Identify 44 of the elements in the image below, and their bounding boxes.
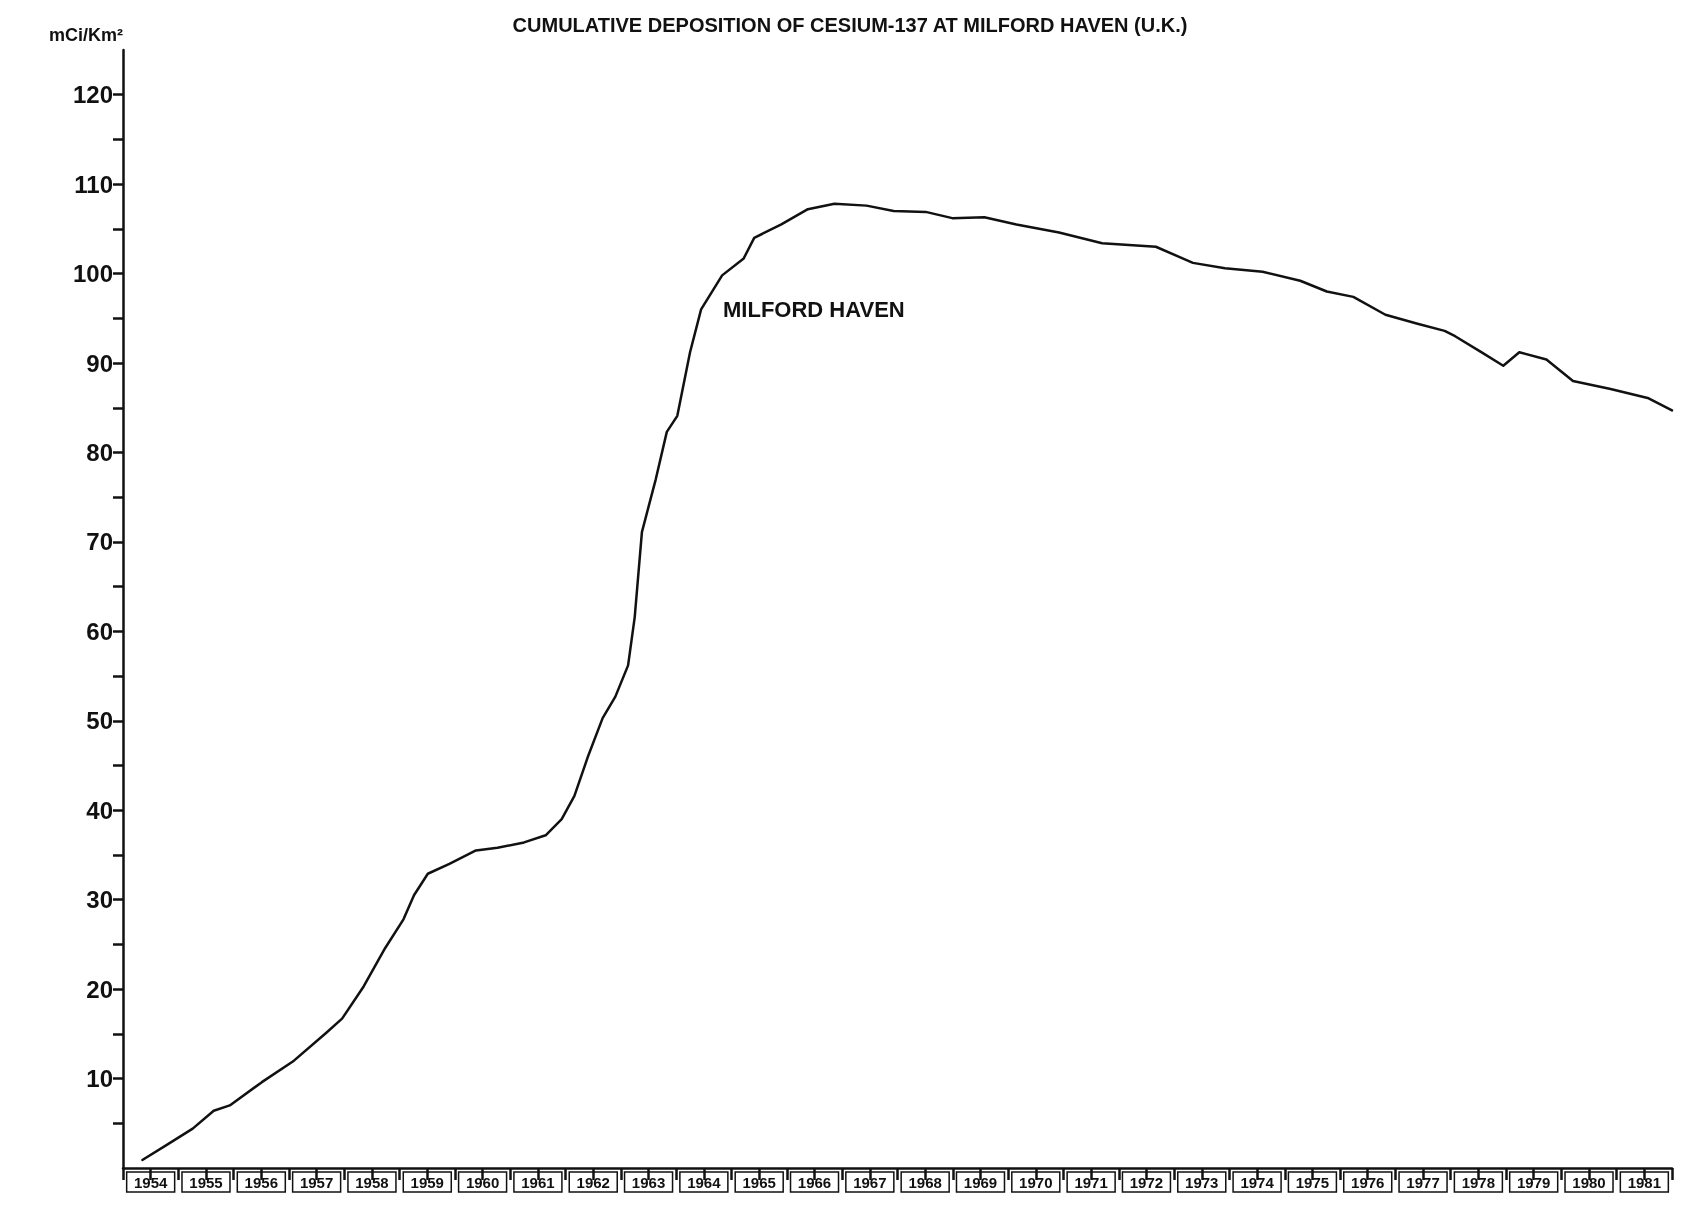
x-tick-label: 1962 — [576, 1174, 610, 1191]
x-tick-label: 1972 — [1129, 1174, 1164, 1191]
x-tick-label: 1964 — [687, 1174, 722, 1191]
x-tick-label: 1980 — [1572, 1174, 1606, 1191]
x-tick-label: 1955 — [189, 1174, 223, 1191]
y-tick-label: 120 — [72, 81, 113, 109]
x-tick-label: 1956 — [244, 1174, 278, 1191]
x-tick-label: 1958 — [355, 1174, 389, 1191]
x-tick-label: 1965 — [742, 1174, 776, 1191]
x-tick-label: 1966 — [797, 1174, 832, 1191]
x-tick-label: 1968 — [908, 1174, 942, 1191]
y-tick-label: 90 — [86, 349, 113, 377]
y-tick-label: 70 — [86, 528, 113, 556]
annotation: MILFORD HAVEN — [723, 296, 905, 322]
x-tick-label: 1973 — [1185, 1174, 1219, 1191]
x-tick-label: 1961 — [521, 1174, 555, 1191]
y-tick-label: 110 — [74, 170, 113, 198]
y-tick-label: 100 — [72, 260, 113, 288]
y-tick-label: 80 — [86, 438, 113, 466]
chart-title: CUMULATIVE DEPOSITION OF CESIUM-137 AT MILFORD HAVEN (U.K.) — [512, 14, 1188, 36]
x-tick-label: 1957 — [299, 1174, 334, 1191]
x-tick-label: 1979 — [1517, 1174, 1551, 1191]
x-tick-label: 1976 — [1351, 1174, 1385, 1191]
x-tick-label: 1959 — [410, 1174, 444, 1191]
x-tick-label: 1954 — [133, 1174, 168, 1191]
x-tick-label: 1977 — [1406, 1174, 1440, 1191]
y-tick-label: 10 — [86, 1065, 113, 1093]
y-axis-title: mCi/Km² — [48, 25, 123, 45]
x-tick-label: 1969 — [963, 1174, 998, 1191]
y-tick-label: 60 — [86, 617, 113, 645]
y-tick-label: 40 — [86, 796, 113, 824]
x-tick-label: 1970 — [1019, 1174, 1053, 1191]
x-tick-label: 1967 — [853, 1174, 887, 1191]
x-tick-label: 1974 — [1240, 1174, 1275, 1191]
y-tick-label: 30 — [86, 886, 113, 914]
y-tick-label: 20 — [86, 975, 113, 1003]
x-tick-label: 1960 — [465, 1174, 500, 1191]
x-tick-label: 1963 — [631, 1174, 666, 1191]
line-series — [141, 202, 1674, 1162]
x-tick-label: 1975 — [1295, 1174, 1330, 1191]
y-tick-label: 50 — [86, 707, 113, 735]
x-tick-label: 1978 — [1461, 1174, 1496, 1191]
x-tick-label: 1981 — [1627, 1174, 1662, 1191]
x-tick-label: 1971 — [1074, 1174, 1108, 1191]
